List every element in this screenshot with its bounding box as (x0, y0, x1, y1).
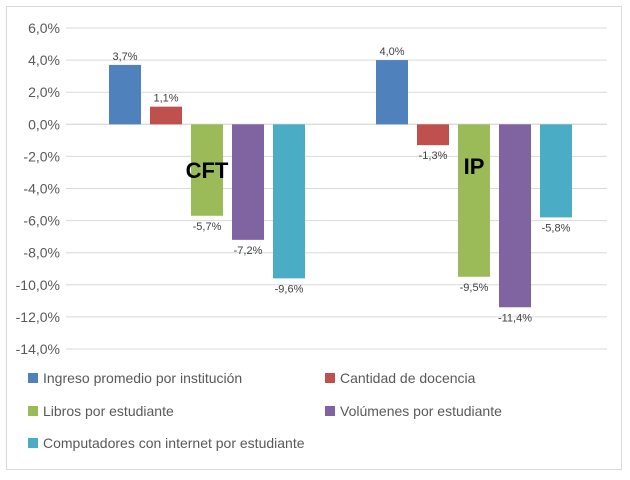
y-tick-label: -10,0% (16, 277, 60, 293)
bars (109, 60, 572, 308)
y-tick-label: 0,0% (28, 116, 60, 132)
bar-cft-3 (232, 124, 264, 240)
data-label: -5,7% (193, 221, 222, 233)
y-axis: 6,0% 4,0% 2,0% 0,0% -2,0% -4,0% -6,0% -8,0% -10,… (16, 20, 607, 357)
legend: Ingreso promedio por institución Cantidad… (28, 370, 502, 451)
data-label: -1,3% (419, 150, 448, 162)
data-labels: 3,7% 1,1% -5,7% -7,2% -9,6% 4,0% -1,3% -9,5% -11… (112, 46, 570, 324)
data-label: -5,8% (542, 222, 571, 234)
y-tick-label: 6,0% (28, 20, 60, 36)
bar-cft-1 (150, 106, 182, 125)
data-label: -9,5% (460, 282, 489, 294)
legend-entry: Volúmenes por estudiante (340, 403, 502, 419)
legend-entry: Ingreso promedio por institución (43, 370, 242, 386)
legend-swatch (325, 406, 335, 416)
bar-ip-2 (458, 124, 490, 277)
bar-ip-3 (499, 124, 531, 308)
bar-cft-4 (273, 124, 305, 279)
legend-entry: Computadores con internet por estudiante (43, 435, 305, 451)
legend-swatch (28, 373, 38, 383)
legend-entry: Cantidad de docencia (340, 370, 476, 386)
y-tick-label: -2,0% (23, 148, 60, 164)
data-label: 1,1% (153, 93, 178, 105)
group-label-ip: IP (464, 154, 485, 179)
y-tick-label: -4,0% (23, 181, 60, 197)
bar-ip-4 (540, 124, 572, 218)
legend-swatch (325, 373, 335, 383)
data-label: 4,0% (379, 46, 404, 58)
y-tick-label: 2,0% (28, 84, 60, 100)
data-label: -11,4% (498, 312, 532, 324)
bar-cft-2 (191, 124, 223, 216)
data-label: 3,7% (112, 51, 137, 63)
data-label: -9,6% (275, 283, 304, 295)
y-tick-label: -12,0% (16, 309, 60, 325)
legend-entry: Libros por estudiante (43, 403, 174, 419)
legend-swatch (28, 406, 38, 416)
bar-ip-0 (376, 60, 408, 125)
y-tick-label: -6,0% (23, 213, 60, 229)
y-tick-label: -8,0% (23, 245, 60, 261)
legend-swatch (28, 438, 38, 448)
group-label-cft: CFT (186, 158, 229, 183)
y-tick-label: 4,0% (28, 52, 60, 68)
data-label: -7,2% (234, 245, 263, 257)
y-tick-label: -14,0% (16, 341, 60, 357)
bar-ip-1 (417, 124, 449, 146)
bar-cft-0 (109, 64, 141, 125)
